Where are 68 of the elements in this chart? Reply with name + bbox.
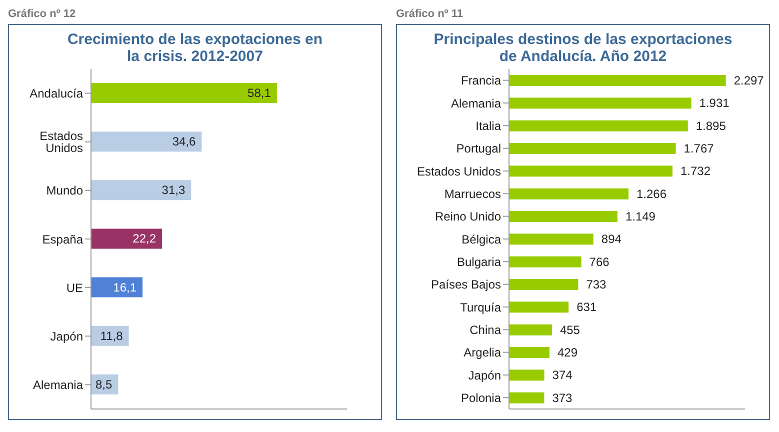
bar	[91, 132, 202, 152]
y-tick-label: Mundo	[46, 184, 84, 198]
text: Gráfico nº 11	[396, 8, 464, 22]
data-label: 429	[558, 346, 578, 360]
y-tick-label: España	[42, 232, 84, 246]
y-tick-label: UE	[66, 280, 83, 295]
bar	[509, 256, 582, 268]
bar	[509, 143, 676, 154]
y-tick-label: Estados Unidos	[416, 164, 501, 178]
chart-title: Crecimiento de las expotaciones en la crisis. 2012-2007	[66, 31, 324, 65]
bar	[509, 75, 726, 86]
data-label: 8,5	[96, 377, 113, 392]
data-label: 1.767	[684, 142, 714, 156]
y-tick-label: Japón	[468, 368, 501, 382]
chart-title: Principales destinos de las exportaciones de Andalucía. Año 2012	[432, 31, 734, 65]
y-tick-label: Portugal	[456, 142, 501, 156]
data-label: 2.297	[734, 74, 764, 88]
data-label: 58,1	[248, 86, 272, 100]
bar	[509, 166, 672, 177]
data-label: 16,1	[113, 280, 137, 294]
y-tick-label: Alemania	[32, 378, 84, 392]
y-tick-label: Alemania	[450, 96, 502, 110]
data-label: 1.732	[680, 164, 711, 178]
y-tick-label: Turquía	[460, 300, 502, 314]
data-label: 31,3	[162, 183, 186, 198]
y-tick-label: Andalucía	[30, 86, 84, 101]
text: Gráfico nº 12	[8, 8, 77, 22]
bar	[91, 180, 192, 200]
data-label: 455	[560, 322, 580, 337]
data-label: 733	[586, 278, 607, 292]
data-label: 766	[589, 254, 610, 269]
y-tick-label: Bélgica	[462, 232, 502, 246]
y-tick-label: Bulgaria	[456, 254, 502, 269]
y-tick-label: Países Bajos	[430, 278, 501, 292]
data-label: 22,2	[132, 232, 156, 246]
bar	[509, 347, 550, 358]
bar	[509, 234, 594, 245]
data-label: 1.149	[625, 210, 656, 224]
data-label: 34,6	[172, 134, 196, 149]
bar	[509, 324, 552, 336]
bar	[91, 228, 162, 249]
bar	[91, 277, 143, 298]
bar	[91, 83, 277, 103]
y-tick-label: China	[470, 322, 502, 337]
y-tick-label: Marruecos	[444, 186, 501, 201]
bar	[509, 279, 578, 290]
bar	[509, 370, 544, 381]
bar	[509, 302, 569, 313]
data-label: 1.931	[699, 96, 730, 110]
data-label: 374	[552, 368, 573, 382]
data-label: 373	[552, 390, 573, 405]
bar	[509, 98, 692, 109]
data-label: 631	[576, 300, 597, 314]
data-label: 1.266	[636, 186, 667, 201]
y-tick-label: Italia	[476, 118, 502, 133]
data-label: 11,8	[100, 328, 124, 343]
data-label: 894	[601, 232, 622, 246]
y-tick-label: Argelia	[464, 346, 502, 360]
bar	[509, 392, 544, 404]
y-tick-label: Estados Unidos	[40, 129, 83, 156]
y-tick-label: Polonia	[460, 390, 502, 405]
y-tick-label: Reino Unido	[434, 210, 502, 224]
bar	[509, 188, 629, 200]
data-label: 1.895	[696, 118, 726, 133]
y-tick-label: Japón	[50, 329, 83, 344]
y-tick-label: Francia	[460, 74, 502, 88]
bar	[509, 120, 688, 132]
bar	[509, 211, 618, 222]
